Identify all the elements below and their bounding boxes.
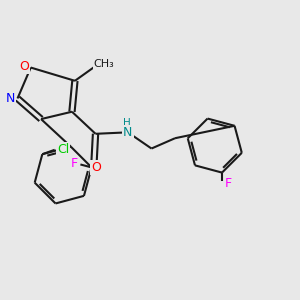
Text: H: H — [124, 118, 131, 128]
Text: F: F — [225, 177, 232, 190]
Text: N: N — [5, 92, 15, 105]
Text: CH₃: CH₃ — [93, 59, 114, 69]
Text: O: O — [92, 160, 101, 174]
Text: N: N — [123, 126, 133, 139]
Text: F: F — [70, 158, 77, 170]
Text: Cl: Cl — [57, 143, 69, 156]
Text: O: O — [19, 60, 29, 73]
